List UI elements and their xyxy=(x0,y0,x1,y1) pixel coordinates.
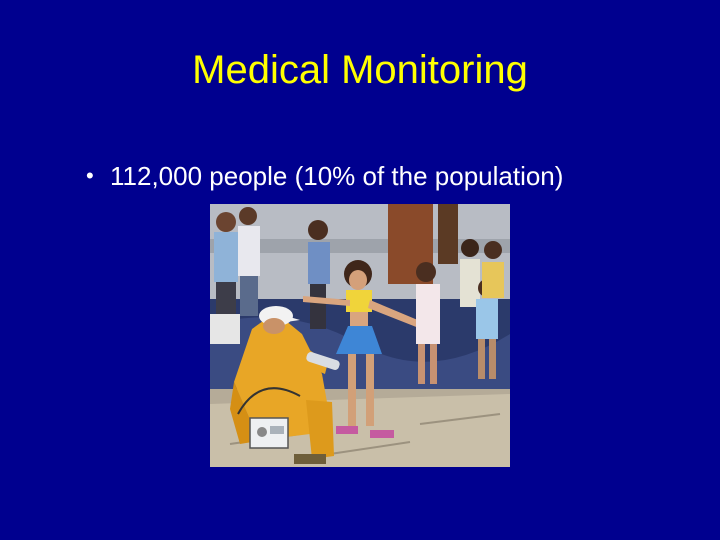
slide-title: Medical Monitoring xyxy=(192,48,528,92)
bullet-list: • 112,000 people (10% of the population) xyxy=(86,158,563,194)
photo-illustration xyxy=(210,204,510,467)
bullet-text: 112,000 people (10% of the population) xyxy=(110,161,564,191)
slide-photo xyxy=(210,204,510,467)
bullet-item: • 112,000 people (10% of the population) xyxy=(86,158,563,194)
bullet-symbol: • xyxy=(86,163,94,188)
